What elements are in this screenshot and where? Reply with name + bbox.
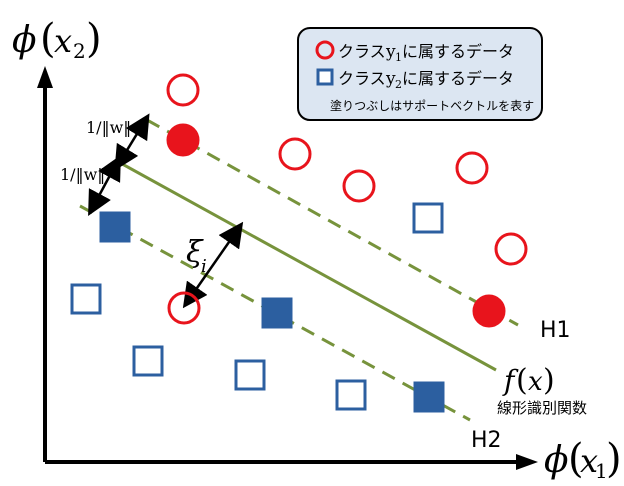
svg-text:2: 2 xyxy=(395,78,402,91)
class1-point xyxy=(342,169,376,203)
legend: クラス y 1 に属するデータ クラス y 2 に属するデータ 塗りつぶしはサポ… xyxy=(297,27,543,121)
margin-arrow-bottom xyxy=(88,154,121,217)
margin-arrow-top xyxy=(114,113,150,171)
svg-text:): ) xyxy=(543,363,555,398)
class1-point xyxy=(167,291,201,325)
h2-label: H2 xyxy=(471,428,502,453)
margin-label-bottom: 1/‖w‖ xyxy=(60,165,105,184)
y-axis-arrowhead xyxy=(37,66,53,88)
svg-text:に属するデータ: に属するデータ xyxy=(402,69,514,88)
slack-label: ξ i xyxy=(186,235,207,277)
svg-text:y: y xyxy=(385,69,396,89)
x-axis-arrowhead xyxy=(516,454,538,470)
class1-point xyxy=(455,151,489,185)
class2-point xyxy=(70,283,102,315)
svg-text:i: i xyxy=(201,256,207,277)
legend-item-class1: クラス y 1 に属するデータ xyxy=(338,42,514,64)
margin-label-top: 1/‖w‖ xyxy=(86,118,131,137)
class2-point xyxy=(412,202,444,234)
class2-point xyxy=(234,359,266,391)
svg-text:x: x xyxy=(54,22,72,60)
h1-label: H1 xyxy=(540,318,571,343)
y-label-paren-close: ) xyxy=(86,16,102,62)
class2-support-vector xyxy=(99,211,131,243)
class1-support-vector xyxy=(166,123,200,157)
class1-point xyxy=(166,73,200,107)
legend-circle-icon xyxy=(315,40,335,60)
legend-item-class2: クラス y 2 に属するデータ xyxy=(338,69,514,91)
linear-discriminant-label: 線形識別関数 xyxy=(497,399,587,417)
svg-text:ϕ: ϕ xyxy=(544,440,569,481)
legend-box xyxy=(297,27,543,121)
svg-text:に属するデータ: に属するデータ xyxy=(402,42,514,61)
class1-support-vector xyxy=(472,294,506,328)
slack-arrow xyxy=(182,221,244,309)
svg-text:クラス: クラス xyxy=(338,69,386,88)
svg-text:y: y xyxy=(385,42,396,62)
svg-text:2: 2 xyxy=(73,39,86,63)
class2-point xyxy=(132,345,164,377)
svg-text:ξ: ξ xyxy=(186,235,204,270)
svg-text:(: ( xyxy=(516,363,528,398)
svg-text:x: x xyxy=(580,442,598,480)
class1-point xyxy=(494,232,528,266)
class2-support-vector xyxy=(413,381,445,413)
decision-function-label: f ( x ) xyxy=(502,363,555,398)
decision-boundary-line xyxy=(114,158,497,372)
y-axis-label: ϕ ( x 2 ) xyxy=(12,16,102,63)
y-label-paren-open: ( xyxy=(40,16,56,62)
h1-margin-line xyxy=(146,118,519,327)
h2-margin-line xyxy=(79,204,471,422)
svg-text:x: x xyxy=(528,367,543,397)
svg-text:1: 1 xyxy=(395,51,402,64)
legend-square-icon xyxy=(316,68,334,86)
legend-note: 塗りつぶしはサポートベクトルを表す xyxy=(330,98,534,113)
x-label-paren-close: ) xyxy=(606,436,622,482)
class1-point xyxy=(278,137,312,171)
svg-text:1: 1 xyxy=(595,459,608,483)
class2-point xyxy=(335,379,367,411)
svg-text:ϕ: ϕ xyxy=(12,20,37,61)
svg-text:クラス: クラス xyxy=(338,42,386,61)
class2-support-vector xyxy=(261,297,293,329)
x-label-paren-open: ( xyxy=(568,436,584,482)
x-axis-label: ϕ ( x 1 ) xyxy=(544,436,622,483)
